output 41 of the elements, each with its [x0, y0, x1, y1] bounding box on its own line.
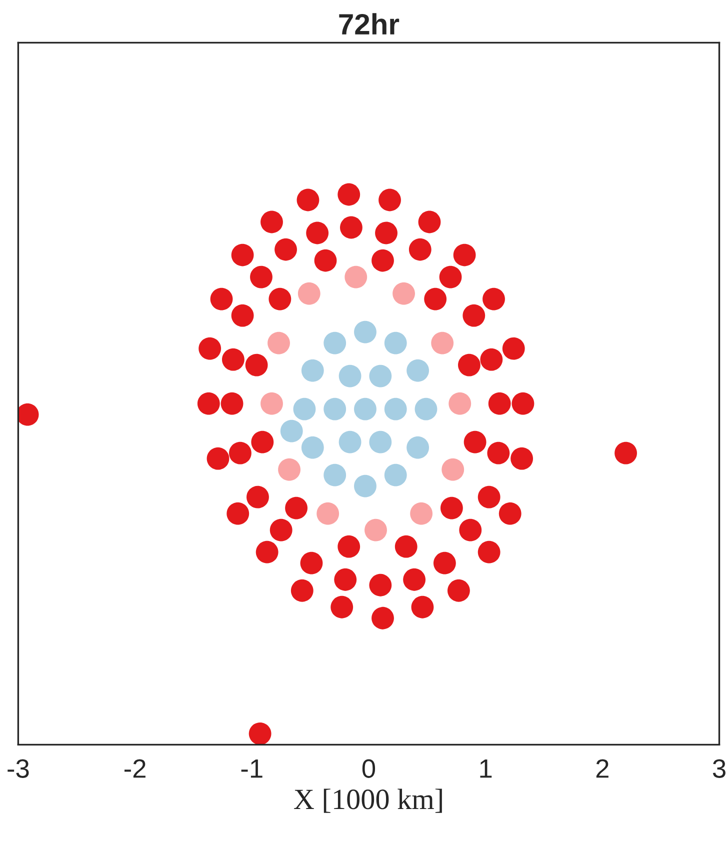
- point: [364, 518, 387, 542]
- point: [268, 332, 290, 354]
- point: [344, 266, 368, 288]
- point: [280, 420, 303, 442]
- x-tick-label: 3: [712, 759, 726, 778]
- point: [406, 436, 430, 459]
- point: [278, 458, 300, 481]
- x-tick-label: -3: [8, 759, 29, 778]
- x-axis-title: X [1000 km]: [294, 788, 442, 813]
- point: [354, 320, 376, 344]
- x-tick-label: 1: [480, 760, 492, 778]
- point: [384, 398, 407, 420]
- point: [354, 474, 376, 498]
- point: [301, 359, 324, 382]
- point: [293, 398, 316, 420]
- x-tick-label: -2: [124, 759, 146, 778]
- point: [338, 430, 362, 454]
- point: [392, 282, 415, 305]
- point: [260, 392, 283, 415]
- point: [410, 502, 433, 525]
- point: [369, 430, 392, 454]
- point: [338, 364, 362, 388]
- point: [384, 332, 407, 354]
- point: [324, 398, 346, 420]
- chart-title: 72hr: [339, 13, 400, 34]
- point: [442, 458, 464, 481]
- point: [324, 464, 346, 486]
- point: [448, 392, 472, 415]
- x-tick-label: 2: [596, 759, 608, 778]
- point: [414, 398, 438, 420]
- point: [298, 282, 320, 305]
- point: [301, 436, 324, 459]
- x-tick-label: 0: [362, 759, 376, 778]
- point: [431, 332, 454, 354]
- point: [384, 464, 407, 486]
- x-tick-label: -1: [241, 760, 262, 778]
- point: [406, 359, 430, 382]
- point: [369, 364, 392, 388]
- point: [354, 398, 376, 420]
- point: [324, 332, 346, 354]
- point: [316, 502, 340, 525]
